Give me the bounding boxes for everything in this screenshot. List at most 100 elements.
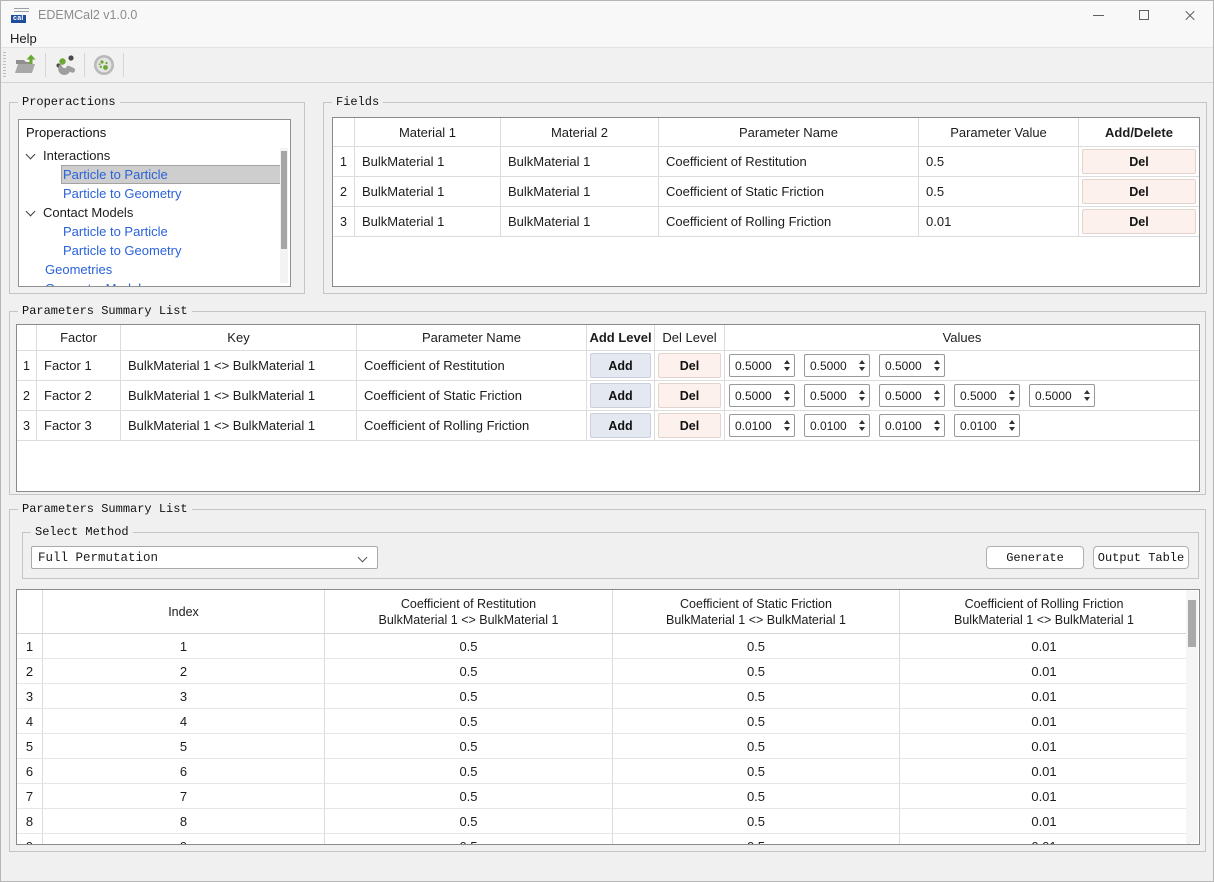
add-button[interactable]: Add <box>590 353 651 378</box>
value-spinbox[interactable]: 0.5000 <box>879 384 945 407</box>
col-header-static-friction: Coefficient of Static Friction BulkMater… <box>613 590 900 634</box>
col-header-del-level: Del Level <box>655 325 725 351</box>
cell-material1: BulkMaterial 1 <box>355 147 501 177</box>
spinbox-value: 0.5000 <box>885 358 922 373</box>
tree-item-contact-models[interactable]: Contact Models <box>19 203 290 222</box>
row-header: 5 <box>17 734 43 759</box>
value-spinbox[interactable]: 0.0100 <box>804 414 870 437</box>
tools-button[interactable] <box>49 50 81 80</box>
spinner-arrows-icon[interactable] <box>1004 385 1019 406</box>
header-subtitle: BulkMaterial 1 <> BulkMaterial 1 <box>666 612 846 627</box>
spinner-arrows-icon[interactable] <box>1079 385 1094 406</box>
spinbox-value: 0.5000 <box>735 358 772 373</box>
cell-corf: 0.01 <box>900 759 1189 784</box>
row-header: 4 <box>17 709 43 734</box>
minimize-button[interactable] <box>1075 1 1121 29</box>
particles-button[interactable] <box>88 50 120 80</box>
method-selected-value: Full Permutation <box>38 550 159 565</box>
tree-item-particle-to-geometry[interactable]: Particle to Geometry <box>19 184 290 203</box>
value-spinbox[interactable]: 0.0100 <box>729 414 795 437</box>
cell-cor: 0.5 <box>325 784 613 809</box>
spinbox-value: 0.0100 <box>885 418 922 433</box>
generate-button[interactable]: Generate <box>986 546 1084 569</box>
tree-scrollbar-thumb[interactable] <box>281 151 287 249</box>
row-header: 3 <box>333 207 355 237</box>
result-table-scrollbar[interactable] <box>1186 591 1198 843</box>
menu-help[interactable]: Help <box>10 30 37 46</box>
add-button[interactable]: Add <box>590 413 651 438</box>
tree-item-interactions[interactable]: Interactions <box>19 146 290 165</box>
tree-item-particle-to-particle[interactable]: Particle to Particle <box>19 165 290 184</box>
method-select[interactable]: Full Permutation <box>31 546 378 569</box>
value-spinbox[interactable]: 0.0100 <box>879 414 945 437</box>
del-button[interactable]: Del <box>658 413 721 438</box>
toolbar-separator <box>84 53 85 77</box>
close-icon <box>1184 9 1196 21</box>
result-table-scrollbar-thumb[interactable] <box>1188 600 1196 647</box>
cell-parameter-name: Coefficient of Static Friction <box>659 177 919 207</box>
tree-item-particle-to-geometry-2[interactable]: Particle to Geometry <box>19 241 290 260</box>
spinner-arrows-icon[interactable] <box>779 415 794 436</box>
toolbar-drag-handle[interactable] <box>3 52 6 78</box>
cell-cor: 0.5 <box>325 709 613 734</box>
maximize-button[interactable] <box>1121 1 1167 29</box>
header-title: Coefficient of Static Friction <box>680 596 832 611</box>
cell-cor: 0.5 <box>325 809 613 834</box>
cell-parameter-name: Coefficient of Restitution <box>357 351 587 381</box>
generation-group-label: Parameters Summary List <box>18 502 192 516</box>
spinner-arrows-icon[interactable] <box>929 385 944 406</box>
spinner-arrows-icon[interactable] <box>779 385 794 406</box>
tree-item-label: Interactions <box>43 148 111 163</box>
spinbox-value: 0.5000 <box>1035 388 1072 403</box>
del-button[interactable]: Del <box>658 383 721 408</box>
spinner-arrows-icon[interactable] <box>1004 415 1019 436</box>
cell-cor: 0.5 <box>325 634 613 659</box>
value-spinbox[interactable]: 0.5000 <box>804 354 870 377</box>
tree-item-label: Geometries <box>45 262 113 277</box>
output-table-button[interactable]: Output Table <box>1093 546 1189 569</box>
tree-item-particle-to-particle-2[interactable]: Particle to Particle <box>19 222 290 241</box>
window-controls <box>1075 1 1213 29</box>
corner-header <box>333 118 355 147</box>
open-project-button[interactable] <box>10 50 42 80</box>
cell-parameter-value: 0.5 <box>919 147 1079 177</box>
parameters-summary-table: Factor Key Parameter Name Add Level Del … <box>16 324 1200 492</box>
parameters-summary-group-label: Parameters Summary List <box>18 304 192 318</box>
spinner-arrows-icon[interactable] <box>779 355 794 376</box>
col-header-add-delete: Add/Delete <box>1079 118 1199 147</box>
value-spinbox[interactable]: 0.5000 <box>1029 384 1095 407</box>
spinbox-value: 0.0100 <box>810 418 847 433</box>
del-button[interactable]: Del <box>658 353 721 378</box>
value-spinbox[interactable]: 0.5000 <box>879 354 945 377</box>
corner-header <box>17 590 43 634</box>
del-button[interactable]: Del <box>1082 149 1196 174</box>
row-header: 1 <box>17 634 43 659</box>
cell-index: 6 <box>43 759 325 784</box>
cell-key: BulkMaterial 1 <> BulkMaterial 1 <box>121 411 357 441</box>
value-spinbox[interactable]: 0.5000 <box>804 384 870 407</box>
cell-material2: BulkMaterial 1 <box>501 207 659 237</box>
spinner-arrows-icon[interactable] <box>929 355 944 376</box>
tree-item-label: Particle to Geometry <box>63 186 182 201</box>
tree-item-geometries[interactable]: Geometries <box>19 260 290 279</box>
spinner-arrows-icon[interactable] <box>854 415 869 436</box>
close-button[interactable] <box>1167 1 1213 29</box>
value-spinbox[interactable]: 0.5000 <box>954 384 1020 407</box>
row-header: 1 <box>17 351 37 381</box>
col-header-index: Index <box>43 590 325 634</box>
value-spinbox[interactable]: 0.5000 <box>729 384 795 407</box>
spinbox-value: 0.5000 <box>885 388 922 403</box>
spinner-arrows-icon[interactable] <box>854 355 869 376</box>
value-spinbox[interactable]: 0.0100 <box>954 414 1020 437</box>
menubar: Help <box>1 29 1213 47</box>
del-button[interactable]: Del <box>1082 179 1196 204</box>
tree-scrollbar[interactable] <box>280 148 288 283</box>
spinner-arrows-icon[interactable] <box>854 385 869 406</box>
cell-key: BulkMaterial 1 <> BulkMaterial 1 <box>121 381 357 411</box>
del-button[interactable]: Del <box>1082 209 1196 234</box>
value-spinbox[interactable]: 0.5000 <box>729 354 795 377</box>
tree-item-geometry-models[interactable]: Geometry Models <box>19 279 290 286</box>
maximize-icon <box>1139 10 1149 20</box>
spinner-arrows-icon[interactable] <box>929 415 944 436</box>
add-button[interactable]: Add <box>590 383 651 408</box>
